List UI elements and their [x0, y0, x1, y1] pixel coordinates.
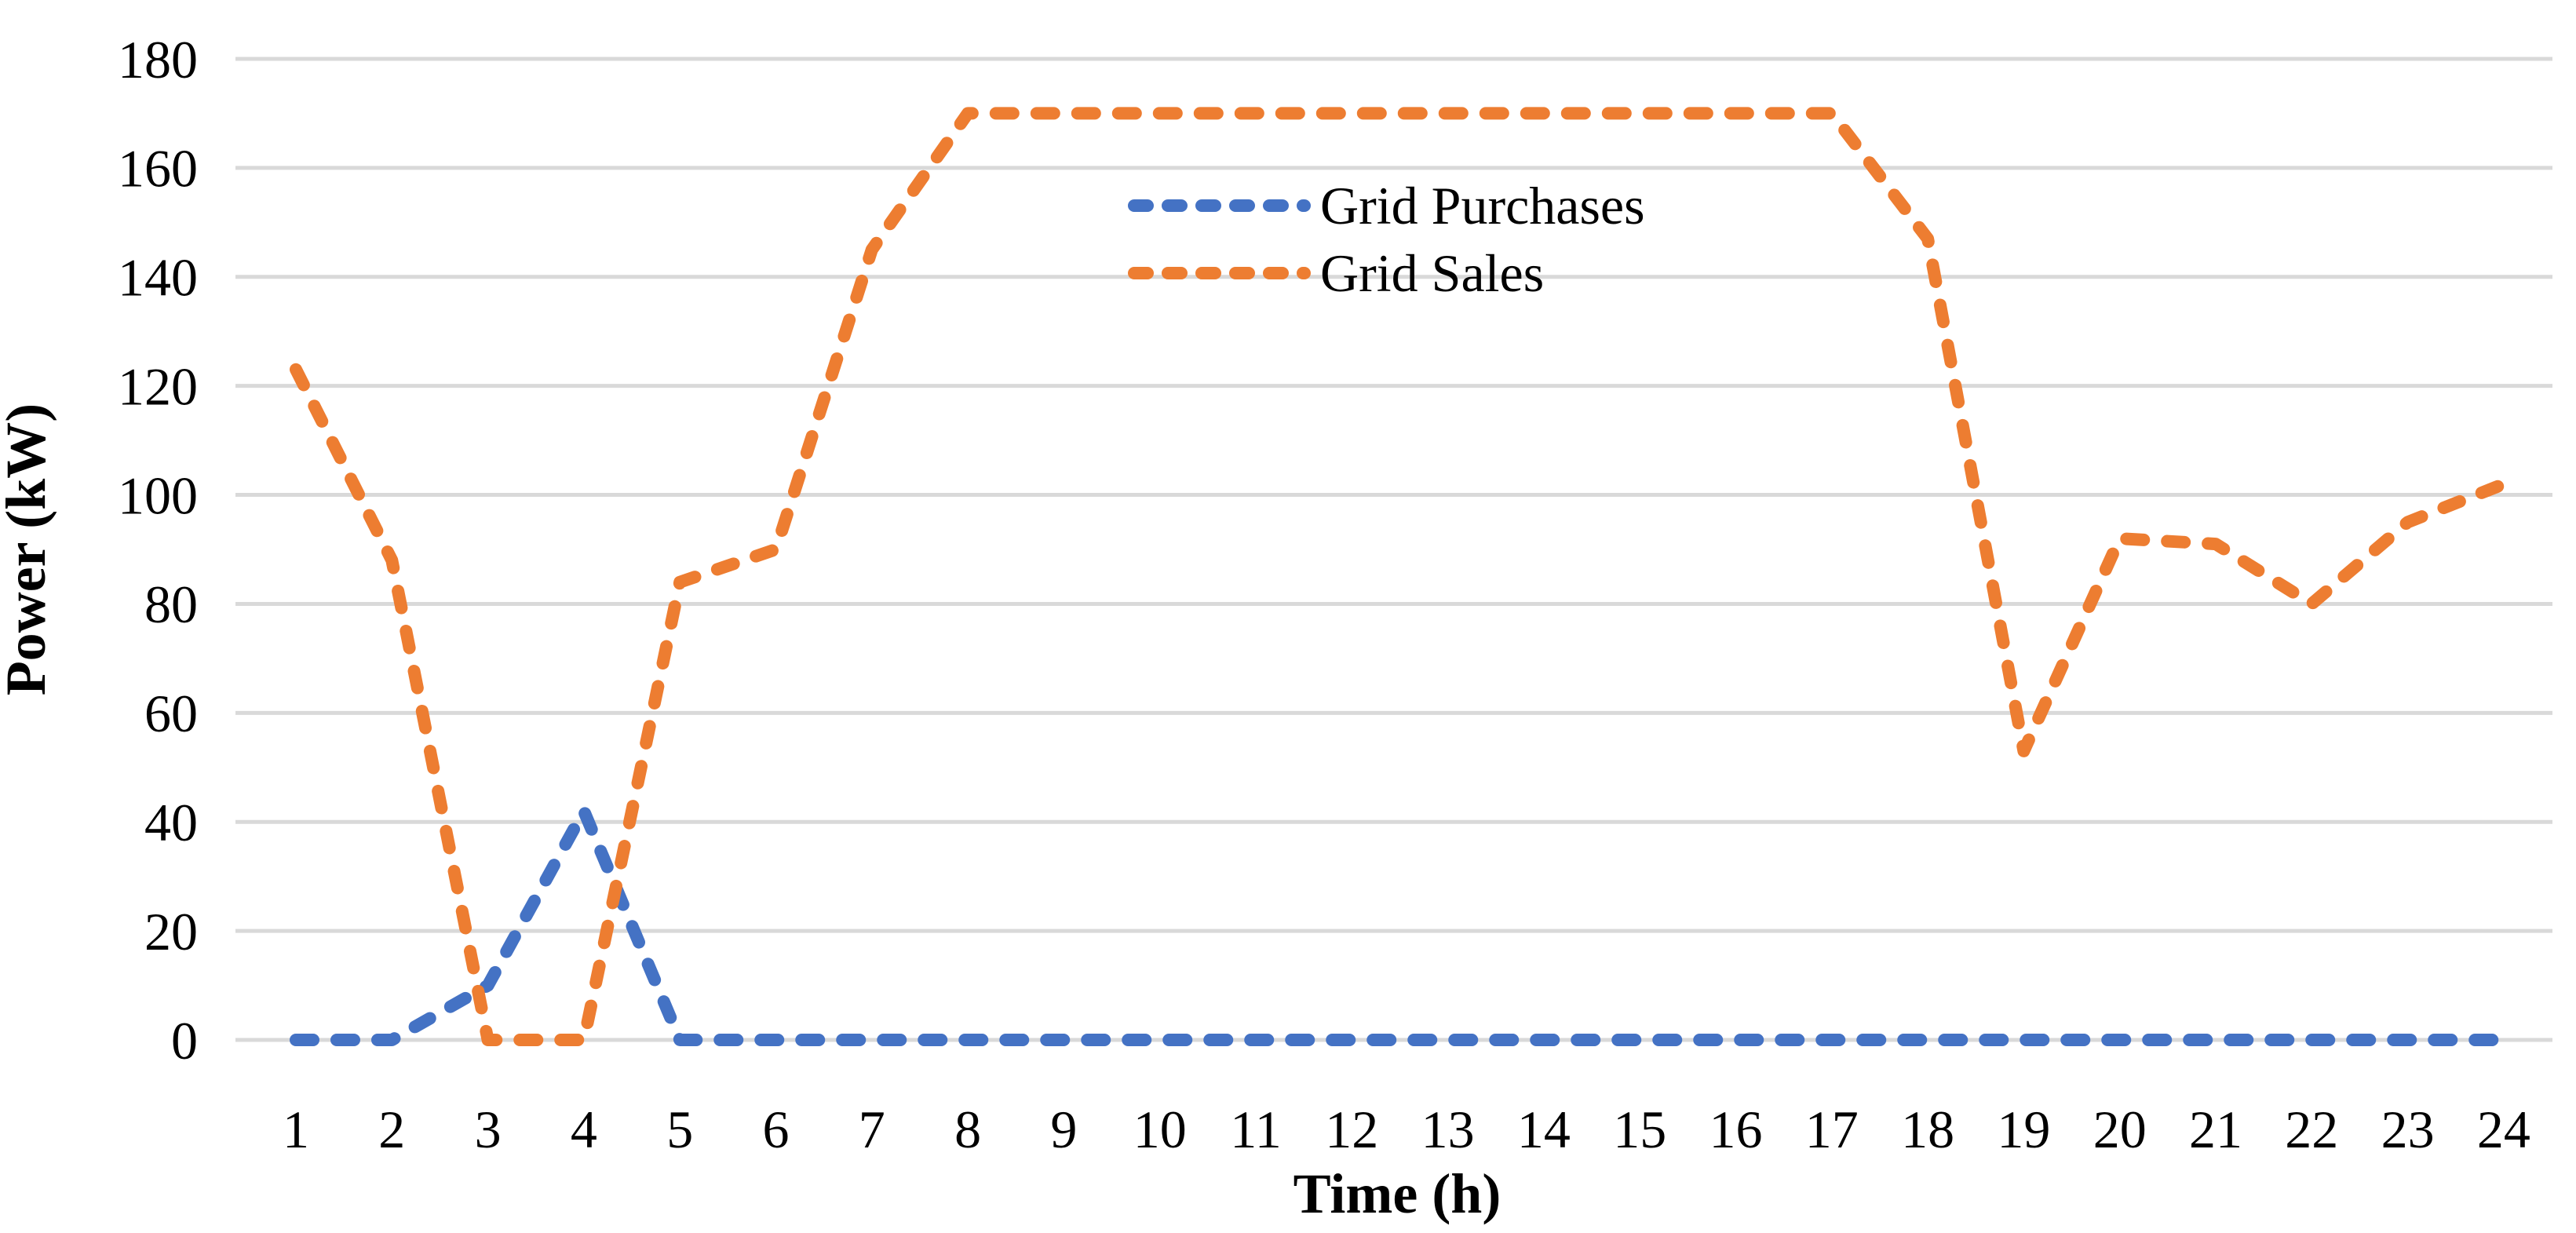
x-tick-label-22: 22 — [2285, 1100, 2338, 1159]
x-tick-label-23: 23 — [2381, 1100, 2435, 1159]
y-tick-label-180: 180 — [118, 30, 198, 89]
x-tick-label-9: 9 — [1050, 1100, 1077, 1159]
y-tick-label-60: 60 — [144, 684, 198, 743]
x-tick-label-2: 2 — [378, 1100, 405, 1159]
x-tick-label-19: 19 — [1997, 1100, 2050, 1159]
x-tick-label-21: 21 — [2189, 1100, 2242, 1159]
x-tick-label-20: 20 — [2093, 1100, 2147, 1159]
x-tick-labels: 1 2 3 4 5 6 7 8 9 10 11 12 13 14 15 16 17 18 19 20 21 22 23 24 — [283, 1100, 2530, 1159]
x-axis-title: Time (h) — [1293, 1162, 1501, 1225]
x-tick-label-24: 24 — [2477, 1100, 2530, 1159]
x-tick-label-4: 4 — [571, 1100, 597, 1159]
y-tick-label-80: 80 — [144, 575, 198, 634]
x-tick-label-6: 6 — [763, 1100, 790, 1159]
grid-sales-legend-label: Grid Sales — [1320, 243, 1544, 303]
y-tick-labels: 0 20 40 60 80 100 120 140 160 180 — [118, 30, 198, 1071]
x-tick-label-16: 16 — [1709, 1100, 1763, 1159]
x-tick-label-5: 5 — [666, 1100, 693, 1159]
y-tick-label-140: 140 — [118, 248, 198, 308]
y-gridlines — [235, 57, 2552, 1042]
x-tick-label-17: 17 — [1805, 1100, 1859, 1159]
grid-purchases-line — [290, 804, 2510, 1046]
y-tick-label-40: 40 — [144, 793, 198, 852]
x-tick-label-3: 3 — [475, 1100, 502, 1159]
legend-entry-grid-sales: Grid Sales — [1128, 243, 1544, 303]
grid-purchases-legend-label: Grid Purchases — [1320, 176, 1645, 235]
x-tick-label-12: 12 — [1325, 1100, 1378, 1159]
x-tick-label-1: 1 — [283, 1100, 309, 1159]
y-tick-label-0: 0 — [171, 1011, 198, 1071]
y-tick-label-120: 120 — [118, 356, 198, 416]
x-tick-label-15: 15 — [1613, 1100, 1666, 1159]
y-tick-label-20: 20 — [144, 902, 198, 961]
x-tick-label-11: 11 — [1230, 1100, 1281, 1159]
y-axis-title: Power (kW) — [0, 403, 57, 696]
x-tick-label-18: 18 — [1901, 1100, 1954, 1159]
grid-sales-line — [290, 107, 2510, 1046]
legend-entry-grid-purchases: Grid Purchases — [1128, 176, 1645, 235]
legend: Grid Purchases Grid Sales — [1128, 176, 1645, 303]
x-tick-label-14: 14 — [1517, 1100, 1571, 1159]
y-tick-label-100: 100 — [118, 465, 198, 525]
x-tick-label-13: 13 — [1421, 1100, 1475, 1159]
x-tick-label-8: 8 — [954, 1100, 981, 1159]
y-tick-label-160: 160 — [118, 139, 198, 199]
x-tick-label-7: 7 — [859, 1100, 885, 1159]
x-tick-label-10: 10 — [1133, 1100, 1187, 1159]
